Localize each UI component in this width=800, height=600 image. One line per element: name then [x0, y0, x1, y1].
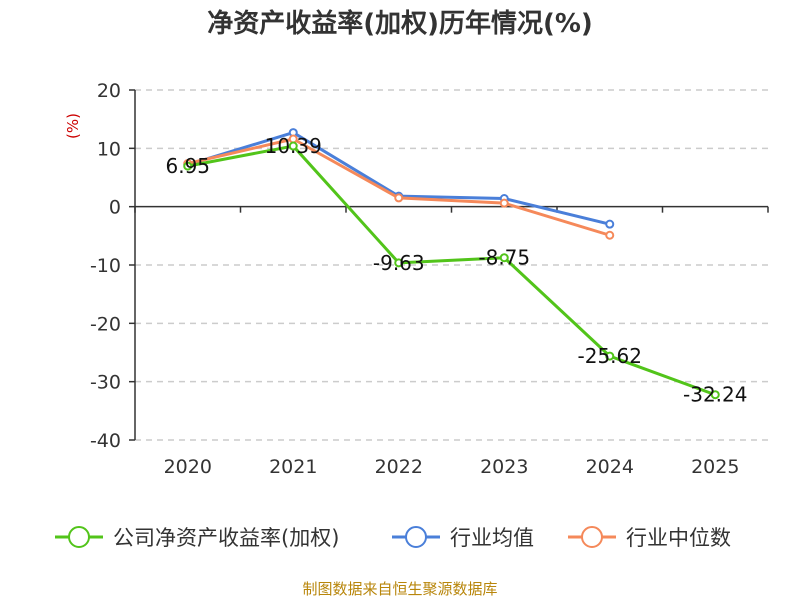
data-label: -8.75 [478, 246, 530, 270]
y-tick-label: -20 [90, 313, 121, 335]
legend-item[interactable]: 行业均值 [392, 526, 534, 550]
data-label: -25.62 [578, 344, 642, 368]
legend[interactable]: 公司净资产收益率(加权) 行业均值 行业中位数 [55, 526, 731, 550]
data-label: -32.24 [683, 383, 747, 407]
data-label: 10.39 [265, 134, 322, 158]
legend-marker [68, 526, 90, 548]
data-labels: 6.95 10.39 -9.63 -8.75 -25.62 -32.24 [165, 134, 747, 407]
data-point [710, 390, 720, 400]
y-tick-label: 20 [97, 80, 121, 102]
data-point [605, 351, 615, 361]
legend-marker [405, 526, 427, 548]
axes: 20 10 0 -10 -20 -30 -40 2020 2021 2022 2023 2024 202… [90, 80, 769, 478]
legend-marker [581, 526, 603, 548]
data-point [499, 198, 509, 208]
y-tick-label: -30 [90, 372, 121, 394]
x-tick-label: 2022 [375, 456, 423, 478]
source-note: 制图数据来自恒生聚源数据库 [302, 580, 497, 598]
legend-label: 行业中位数 [626, 526, 731, 550]
x-tick-label: 2020 [164, 456, 212, 478]
x-tick-label: 2021 [269, 456, 317, 478]
series-group [183, 128, 720, 400]
y-tick-label: 10 [97, 138, 121, 160]
x-tick-label: 2023 [480, 456, 528, 478]
y-tick-label: -10 [90, 255, 121, 277]
data-point [394, 193, 404, 203]
series-line [187, 144, 716, 397]
data-label: -9.63 [373, 251, 425, 275]
y-tick-label: 0 [109, 197, 121, 219]
legend-label: 公司净资产收益率(加权) [113, 526, 339, 550]
data-point [183, 161, 193, 171]
data-label: 6.95 [165, 154, 210, 178]
data-point [288, 141, 298, 151]
data-point [605, 219, 615, 229]
legend-item[interactable]: 公司净资产收益率(加权) [55, 526, 339, 550]
data-point [394, 258, 404, 268]
x-tick-label: 2025 [691, 456, 739, 478]
y-tick-label: -40 [90, 430, 121, 452]
data-point [499, 253, 509, 263]
legend-item[interactable]: 行业中位数 [568, 526, 731, 550]
x-tick-label: 2024 [586, 456, 634, 478]
series-line [187, 131, 611, 226]
data-point [605, 230, 615, 240]
y-axis-label: (%) [64, 113, 82, 139]
chart-title: 净资产收益率(加权)历年情况(%) [207, 8, 593, 39]
grid-lines [135, 89, 768, 441]
legend-label: 行业均值 [450, 526, 534, 550]
